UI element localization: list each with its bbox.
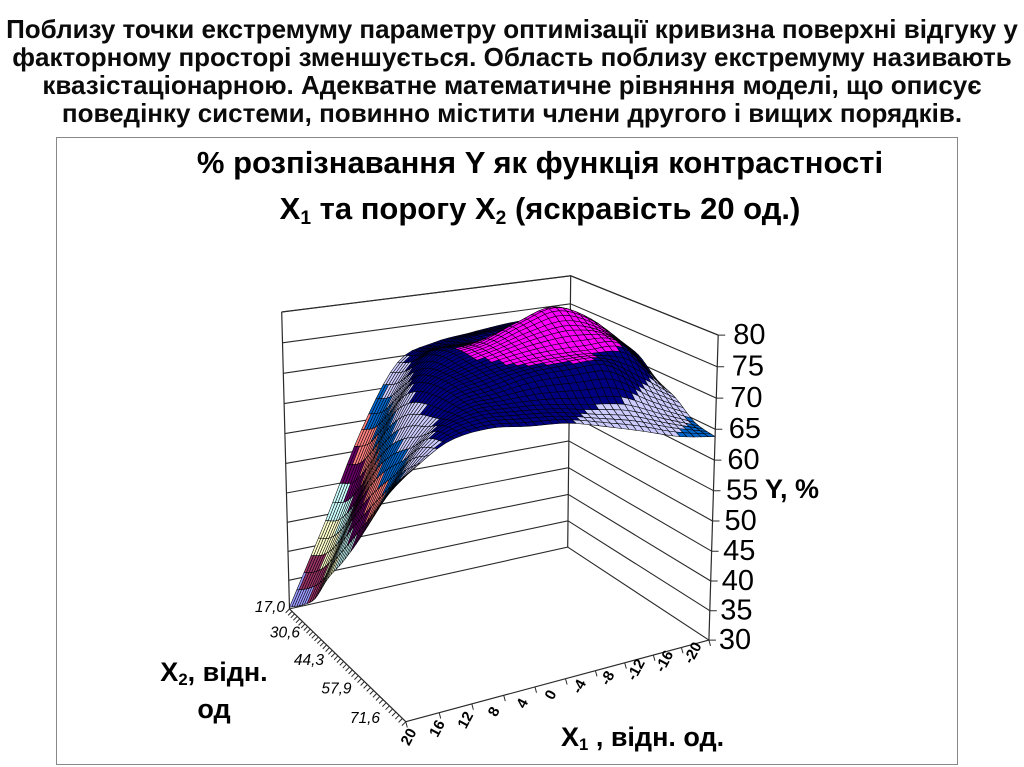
svg-text:-20: -20 [680,639,705,666]
svg-text:60: 60 [727,444,759,476]
svg-text:70: 70 [730,382,762,414]
svg-text:30,6: 30,6 [270,625,301,642]
svg-text:55: 55 [726,475,758,507]
svg-text:-16: -16 [652,648,677,675]
svg-text:35: 35 [720,595,752,627]
svg-text:57,9: 57,9 [321,681,352,698]
svg-text:65: 65 [729,413,761,445]
svg-text:16: 16 [426,717,449,740]
svg-text:50: 50 [725,505,757,537]
svg-text:-4: -4 [569,676,591,696]
svg-text:-12: -12 [624,656,649,683]
svg-text:44,3: 44,3 [294,652,325,669]
svg-text:30: 30 [719,624,751,656]
svg-text:45: 45 [723,535,755,567]
svg-text:8: 8 [485,704,504,719]
svg-text:75: 75 [732,351,764,383]
svg-text:17,0: 17,0 [255,599,286,616]
svg-text:40: 40 [722,565,754,597]
svg-text:0: 0 [542,687,561,702]
svg-text:4: 4 [513,695,532,711]
svg-text:71,6: 71,6 [350,710,381,727]
svg-text:12: 12 [454,709,477,732]
svg-text:80: 80 [733,319,765,351]
svg-text:20: 20 [398,726,421,749]
svg-text:-8: -8 [597,668,618,688]
